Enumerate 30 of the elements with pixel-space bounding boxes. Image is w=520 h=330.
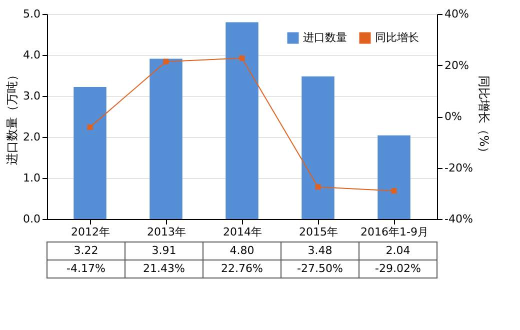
legend-label: 同比增长	[375, 31, 419, 44]
y2-tick-label: 40%	[444, 8, 469, 20]
legend-label: 进口数量	[303, 31, 347, 44]
data-label: 21.43%	[143, 262, 185, 275]
x-tick-label: 2016年1-9月	[360, 226, 428, 238]
x-tick-label: 2015年	[299, 226, 338, 238]
y2-tick-label: -20%	[444, 161, 473, 174]
x-tick-label: 2013年	[147, 226, 186, 238]
data-label: 3.22	[74, 244, 98, 257]
y-tick-label: 5.0	[23, 8, 40, 20]
y2-axis-title: 同比增长（%）	[476, 75, 491, 159]
y-axis-title: 进口数量（万吨）	[5, 69, 20, 165]
data-label: 22.76%	[221, 262, 263, 275]
data-label: 2.04	[386, 244, 410, 257]
data-label: -27.50%	[297, 262, 343, 275]
y-tick-label: 3.0	[23, 90, 40, 102]
x-tick-label: 2014年	[223, 226, 262, 238]
y2-tick-label: -40%	[444, 212, 473, 226]
data-label: 3.91	[152, 244, 176, 257]
y-tick-label: 2.0	[23, 130, 40, 144]
y2-tick-label: 20%	[444, 58, 469, 72]
y-tick-label: 0.0	[23, 212, 40, 226]
x-tick-label: 2012年	[71, 226, 110, 238]
data-label: 4.80	[230, 244, 254, 257]
data-label: 3.48	[308, 244, 332, 257]
y2-tick-label: 0%	[444, 110, 462, 123]
y-tick-label: 1.0	[23, 172, 40, 184]
y-tick-label: 4.0	[23, 48, 40, 62]
data-label: -29.02%	[375, 262, 421, 275]
data-label: -4.17%	[66, 262, 106, 275]
